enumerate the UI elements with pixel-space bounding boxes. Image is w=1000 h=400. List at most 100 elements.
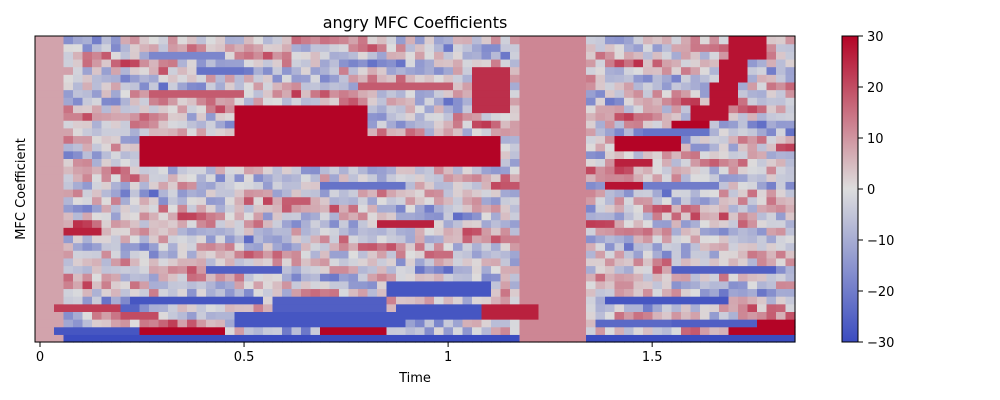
heatmap-cell xyxy=(82,74,93,83)
heatmap-cell xyxy=(367,250,378,259)
heatmap-cell xyxy=(54,227,65,236)
heatmap-cell xyxy=(538,158,549,167)
heatmap-cell xyxy=(462,66,473,75)
heatmap-cell xyxy=(301,234,312,244)
heatmap-cell xyxy=(320,219,331,228)
heatmap-cell xyxy=(358,334,369,343)
heatmap-cell xyxy=(130,227,141,236)
heatmap-cell xyxy=(111,265,122,274)
heatmap-cell xyxy=(728,227,739,236)
heatmap-cell xyxy=(453,181,464,190)
heatmap-cell xyxy=(491,173,502,182)
heatmap-cell xyxy=(386,257,397,267)
heatmap-cell xyxy=(567,166,578,175)
heatmap-cell xyxy=(605,257,616,267)
heatmap-cell xyxy=(377,211,388,221)
heatmap-cell xyxy=(139,334,150,343)
heatmap-cell xyxy=(320,211,331,221)
heatmap-cell xyxy=(196,158,207,167)
heatmap-cell xyxy=(44,204,55,213)
heatmap-cell xyxy=(234,36,245,45)
heatmap-cell xyxy=(215,211,226,221)
heatmap-cell xyxy=(73,127,84,137)
heatmap-cell xyxy=(348,81,359,91)
heatmap-cell xyxy=(747,181,758,190)
heatmap-cell xyxy=(500,242,511,251)
heatmap-cell xyxy=(215,120,226,129)
heatmap-cell xyxy=(529,265,540,274)
heatmap-cell xyxy=(652,74,663,83)
heatmap-cell xyxy=(690,219,701,228)
heatmap-cell xyxy=(358,74,369,83)
heatmap-cell xyxy=(386,120,397,129)
heatmap-cell xyxy=(481,36,492,45)
heatmap-cell xyxy=(386,311,397,320)
heatmap-cell xyxy=(139,173,150,182)
heatmap-cell xyxy=(529,97,540,106)
heatmap-cell xyxy=(491,181,502,190)
heatmap-cell xyxy=(339,43,350,52)
heatmap-cell xyxy=(234,104,245,114)
heatmap-cell xyxy=(82,227,93,236)
heatmap-cell xyxy=(291,173,302,182)
heatmap-cell xyxy=(757,112,768,121)
heatmap-cell xyxy=(120,104,131,114)
heatmap-cell xyxy=(605,143,616,152)
heatmap-cell xyxy=(624,250,635,259)
heatmap-cell xyxy=(557,104,568,114)
heatmap-cell xyxy=(282,273,293,282)
heatmap-cell xyxy=(92,234,103,244)
heatmap-cell xyxy=(168,280,179,290)
heatmap-cell xyxy=(462,158,473,167)
heatmap-cell xyxy=(662,234,673,244)
heatmap-cell xyxy=(54,265,65,274)
heatmap-cell xyxy=(500,227,511,236)
heatmap-cell xyxy=(747,58,758,68)
heatmap-cell xyxy=(63,173,74,182)
heatmap-cell xyxy=(225,227,236,236)
heatmap-cell xyxy=(785,66,796,75)
heatmap-cell xyxy=(206,334,217,343)
heatmap-cell xyxy=(206,296,217,305)
heatmap-cell xyxy=(44,81,55,91)
heatmap-cell xyxy=(719,104,730,114)
heatmap-cell xyxy=(187,36,198,45)
heatmap-cell xyxy=(44,196,55,205)
heatmap-cell xyxy=(111,181,122,190)
heatmap-cell xyxy=(662,319,673,328)
heatmap-cell xyxy=(263,150,274,159)
heatmap-cell xyxy=(215,166,226,175)
heatmap-cell xyxy=(339,89,350,98)
heatmap-cell xyxy=(139,81,150,91)
heatmap-cell xyxy=(700,74,711,83)
heatmap-cell xyxy=(329,166,340,175)
heatmap-cell xyxy=(54,211,65,221)
heatmap-cell xyxy=(139,74,150,83)
heatmap-cell xyxy=(244,189,255,198)
heatmap-cell xyxy=(329,296,340,305)
heatmap-cell xyxy=(709,296,720,305)
heatmap-cell xyxy=(301,211,312,221)
heatmap-cell xyxy=(35,58,46,68)
heatmap-cell xyxy=(652,265,663,274)
heatmap-cell xyxy=(73,296,84,305)
heatmap-cell xyxy=(329,196,340,205)
heatmap-cell xyxy=(481,181,492,190)
heatmap-cell xyxy=(320,227,331,236)
heatmap-cell xyxy=(234,257,245,267)
heatmap-cell xyxy=(282,81,293,91)
heatmap-cell xyxy=(263,211,274,221)
heatmap-cell xyxy=(643,273,654,282)
heatmap-cell xyxy=(453,257,464,267)
heatmap-cell xyxy=(111,143,122,152)
heatmap-cell xyxy=(567,257,578,267)
heatmap-cell xyxy=(738,326,749,335)
heatmap-cell xyxy=(709,135,720,144)
heatmap-cell xyxy=(35,135,46,144)
heatmap-cell xyxy=(358,150,369,159)
heatmap-cell xyxy=(282,97,293,106)
heatmap-cell xyxy=(101,104,112,114)
heatmap-cell xyxy=(301,311,312,320)
heatmap-cell xyxy=(690,280,701,290)
heatmap-cell xyxy=(576,234,587,244)
